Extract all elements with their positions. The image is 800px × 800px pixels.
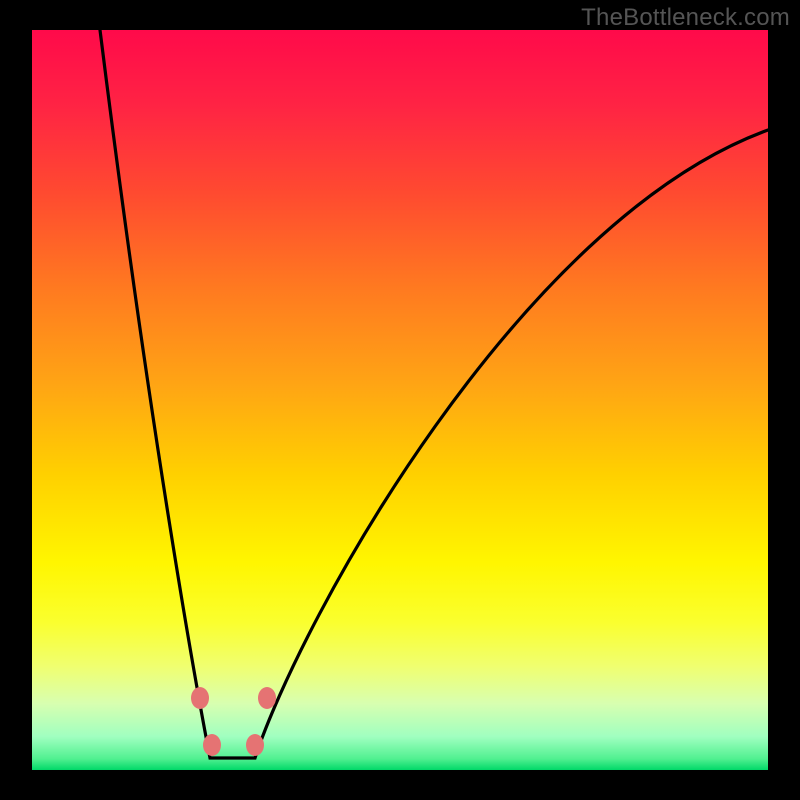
marker-point [246,734,264,756]
gradient-background [32,30,768,770]
watermark-text: TheBottleneck.com [581,4,790,32]
marker-point [258,687,276,709]
bottleneck-chart-svg [0,0,800,800]
chart-container: TheBottleneck.com [0,0,800,800]
marker-point [191,687,209,709]
marker-point [203,734,221,756]
